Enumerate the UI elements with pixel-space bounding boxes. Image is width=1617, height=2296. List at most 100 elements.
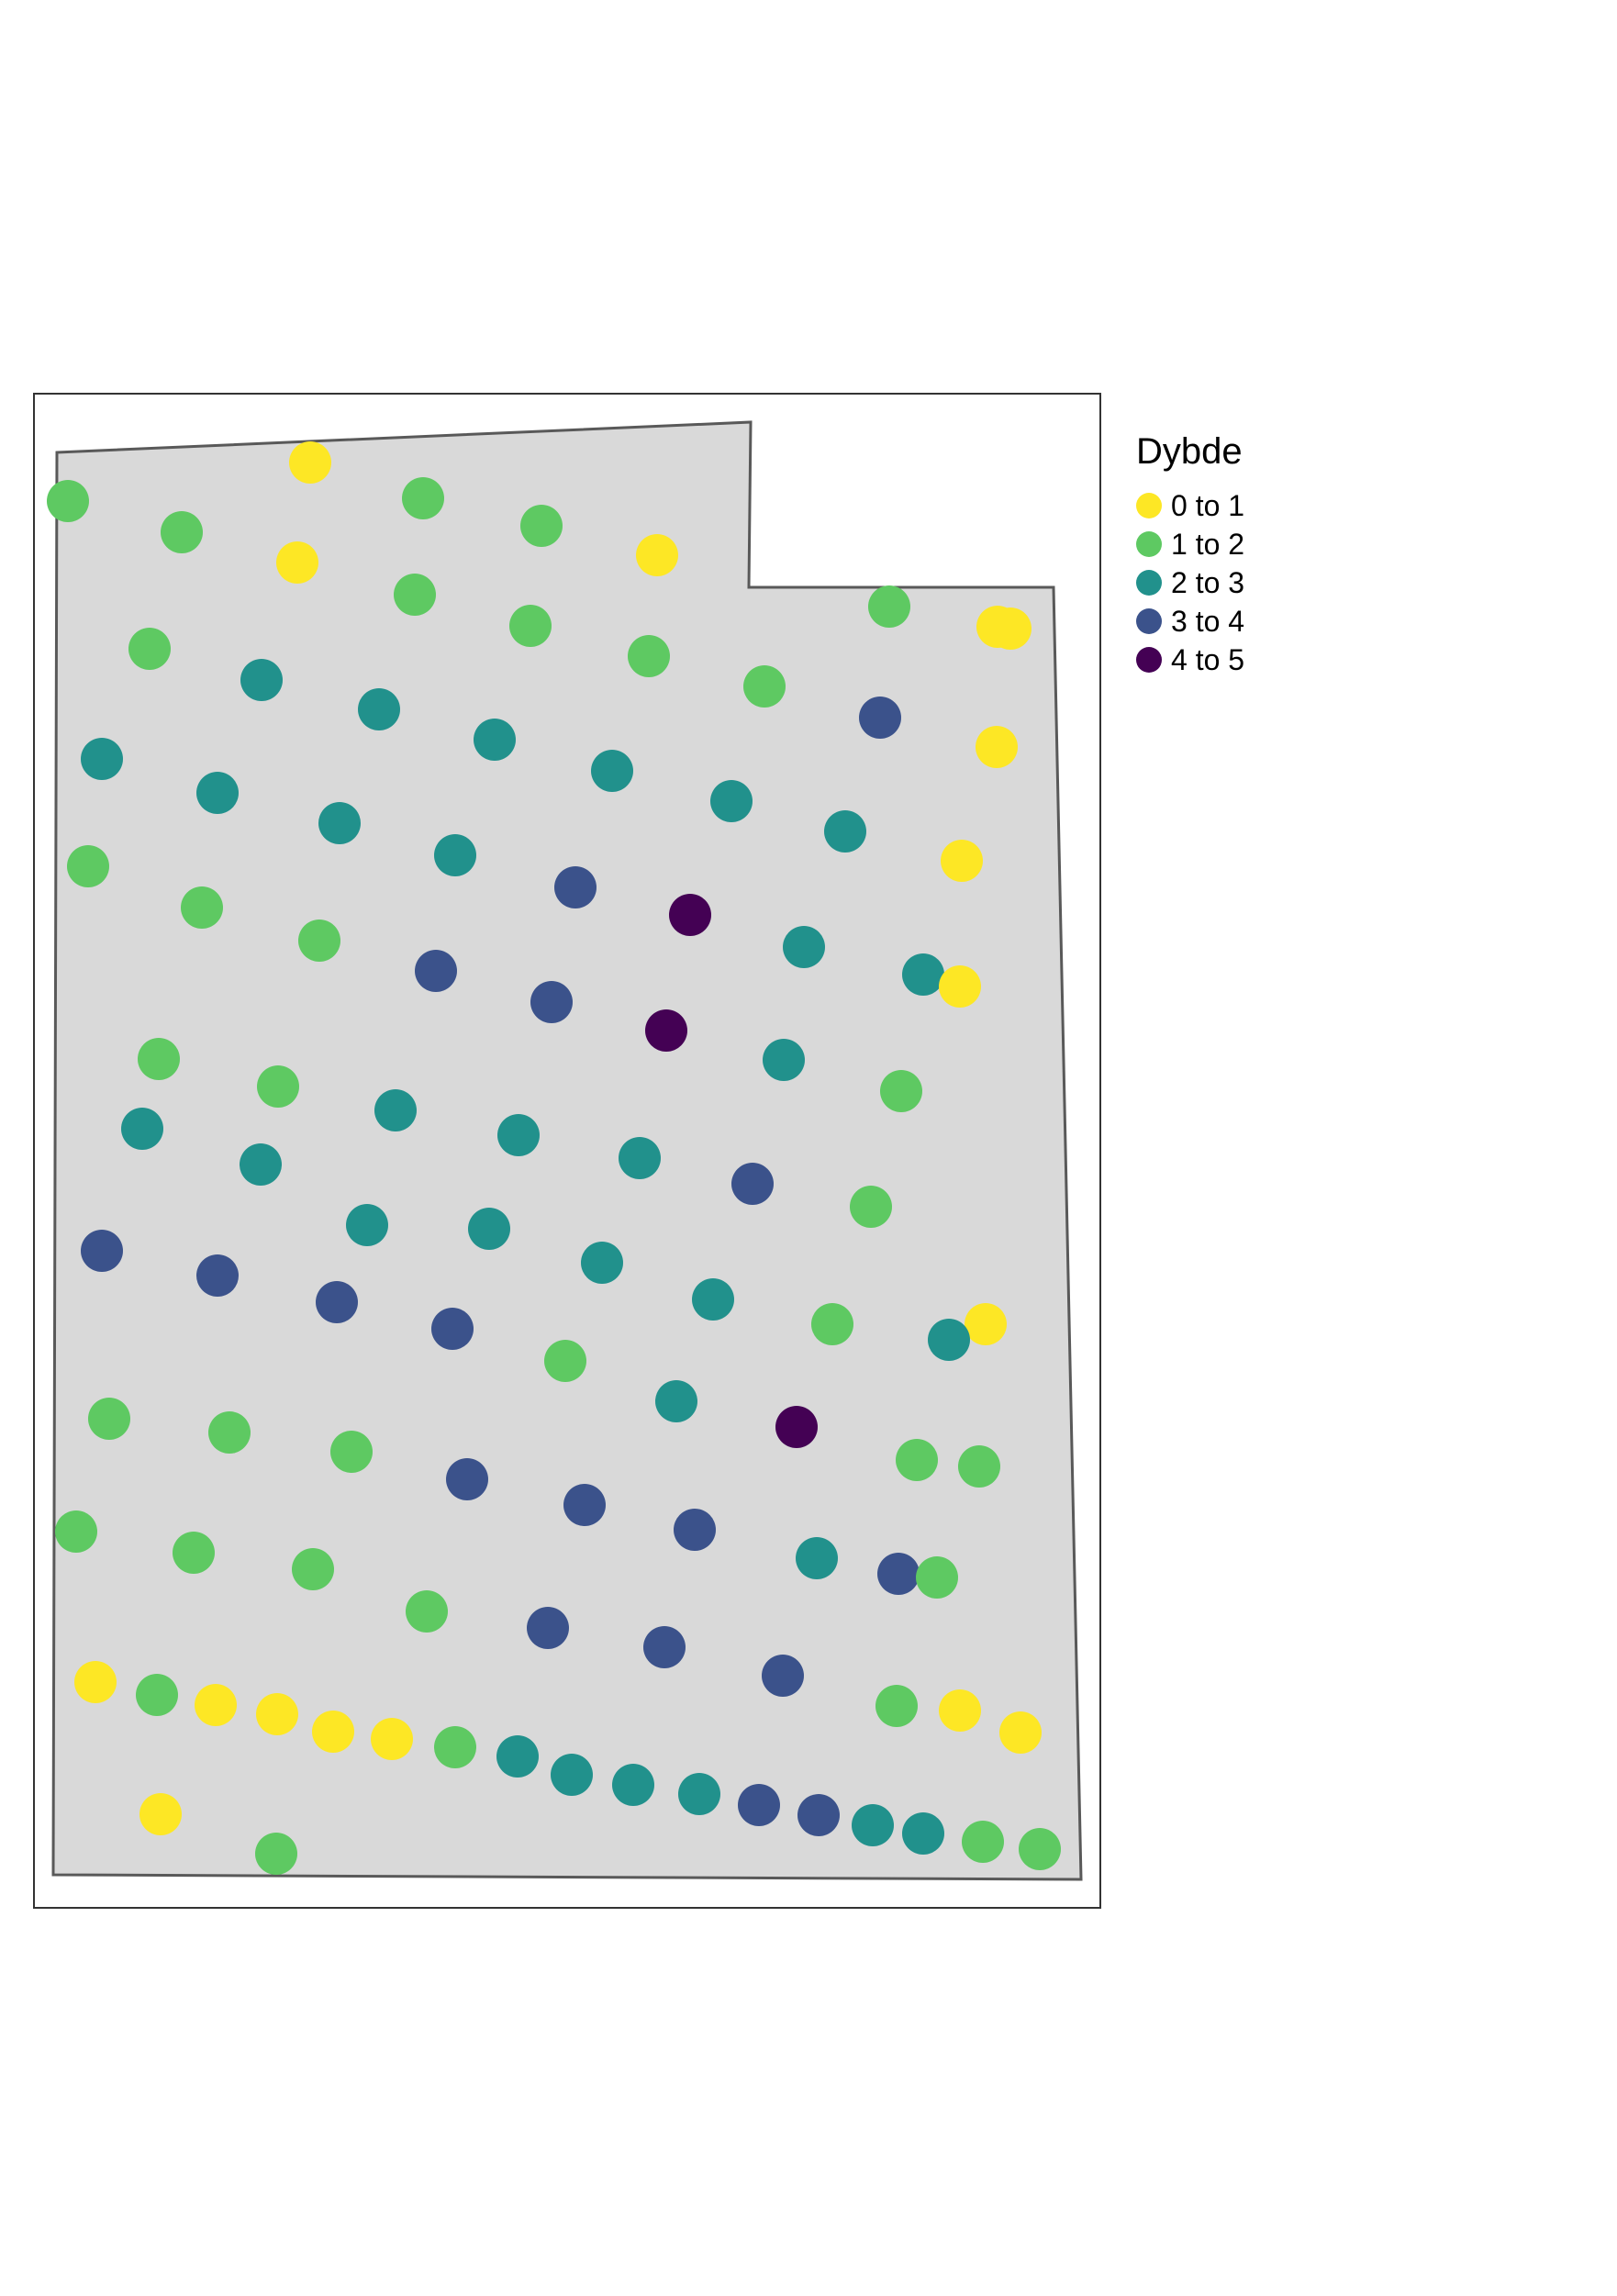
depth-4-5-point: [645, 1009, 687, 1052]
depth-1-2-point: [55, 1510, 97, 1553]
depth-1-2-point: [161, 511, 203, 553]
depth-3-4-point: [431, 1308, 474, 1350]
depth-2-3-point: [497, 1114, 540, 1156]
depth-1-2-point: [811, 1303, 853, 1345]
legend-item: 0 to 1: [1136, 486, 1244, 525]
legend-item: 3 to 4: [1136, 602, 1244, 641]
depth-2-3-point: [434, 834, 476, 876]
depth-0-1-point: [999, 1711, 1042, 1754]
depth-1-2-point: [544, 1340, 586, 1382]
depth-3-4-point: [196, 1254, 239, 1297]
depth-1-2-point: [880, 1070, 922, 1112]
depth-2-3-point: [581, 1242, 623, 1284]
depth-1-2-point: [298, 920, 340, 962]
depth-3-4-point: [674, 1509, 716, 1551]
depth-3-4-point: [446, 1458, 488, 1500]
depth-2-3-point: [678, 1773, 720, 1815]
depth-1-2-point: [962, 1821, 1004, 1863]
depth-0-1-point: [371, 1718, 413, 1760]
depth-1-2-point: [1019, 1828, 1061, 1870]
depth-2-3-point: [358, 688, 400, 730]
depth-1-2-point: [47, 480, 89, 522]
map-legend: Dybde 0 to 1 1 to 2 2 to 3 3 to 4 4 to 5: [1136, 429, 1244, 679]
legend-item: 1 to 2: [1136, 525, 1244, 563]
depth-2-3-point: [619, 1137, 661, 1179]
depth-1-2-point: [67, 845, 109, 887]
depth-2-3-point: [468, 1208, 510, 1250]
depth-1-2-point: [208, 1411, 251, 1454]
field-boundary-polygon: [51, 420, 1083, 1881]
depth-1-2-point: [255, 1833, 297, 1875]
depth-1-2-point: [916, 1556, 958, 1599]
depth-1-2-point: [181, 886, 223, 929]
depth-1-2-point: [868, 585, 910, 628]
depth-3-4-point: [762, 1655, 804, 1697]
depth-2-3-point: [240, 1143, 282, 1186]
depth-2-3-point: [763, 1039, 805, 1081]
depth-2-3-point: [346, 1204, 388, 1246]
depth-2-3-point: [612, 1764, 654, 1806]
legend-label: 4 to 5: [1171, 642, 1245, 676]
legend-swatch: [1136, 531, 1162, 557]
depth-1-2-point: [394, 574, 436, 616]
depth-3-4-point: [530, 981, 573, 1023]
depth-0-1-point: [939, 965, 981, 1008]
depth-2-3-point: [240, 659, 283, 701]
depth-1-2-point: [509, 605, 552, 647]
depth-3-4-point: [797, 1794, 840, 1836]
depth-2-3-point: [318, 802, 361, 844]
depth-2-3-point: [496, 1735, 539, 1778]
depth-1-2-point: [628, 635, 670, 677]
depth-3-4-point: [643, 1626, 686, 1668]
legend-swatch: [1136, 647, 1162, 673]
depth-0-1-point: [139, 1793, 182, 1835]
depth-0-1-point: [256, 1693, 298, 1735]
depth-2-3-point: [121, 1108, 163, 1150]
depth-2-3-point: [655, 1380, 697, 1422]
depth-2-3-point: [928, 1319, 970, 1361]
depth-3-4-point: [731, 1163, 774, 1205]
depth-1-2-point: [257, 1065, 299, 1108]
legend-items: 0 to 1 1 to 2 2 to 3 3 to 4 4 to 5: [1136, 486, 1244, 679]
depth-1-2-point: [292, 1548, 334, 1590]
depth-0-1-point: [976, 726, 1018, 768]
depth-2-3-point: [852, 1804, 894, 1846]
legend-label: 1 to 2: [1171, 527, 1245, 561]
depth-1-2-point: [330, 1431, 373, 1473]
legend-label: 3 to 4: [1171, 604, 1245, 638]
depth-2-3-point: [474, 719, 516, 761]
depth-2-3-point: [902, 953, 944, 996]
depth-1-2-point: [402, 477, 444, 519]
depth-2-3-point: [783, 926, 825, 968]
legend-item: 2 to 3: [1136, 563, 1244, 602]
depth-2-3-point: [81, 738, 123, 780]
legend-swatch: [1136, 608, 1162, 634]
depth-1-2-point: [875, 1685, 918, 1727]
depth-0-1-point: [636, 534, 678, 576]
depth-2-3-point: [196, 772, 239, 814]
depth-0-1-point: [965, 1303, 1007, 1345]
depth-1-2-point: [896, 1439, 938, 1481]
depth-4-5-point: [775, 1406, 818, 1448]
depth-0-1-point: [276, 541, 318, 584]
depth-3-4-point: [81, 1230, 123, 1272]
depth-3-4-point: [554, 866, 597, 908]
map-panel: [33, 393, 1101, 1909]
legend-swatch: [1136, 493, 1162, 518]
legend-label: 2 to 3: [1171, 565, 1245, 599]
depth-3-4-point: [859, 697, 901, 739]
depth-2-3-point: [374, 1089, 417, 1131]
depth-1-2-point: [520, 505, 563, 547]
depth-0-1-point: [989, 607, 1032, 650]
legend-item: 4 to 5: [1136, 641, 1244, 679]
sample-points-layer: [47, 441, 1061, 1875]
depth-3-4-point: [527, 1607, 569, 1649]
depth-3-4-point: [738, 1784, 780, 1826]
depth-2-3-point: [796, 1537, 838, 1579]
depth-0-1-point: [939, 1689, 981, 1732]
legend-title: Dybde: [1136, 431, 1243, 472]
depth-3-4-point: [563, 1484, 606, 1526]
depth-1-2-point: [850, 1186, 892, 1228]
depth-3-4-point: [415, 950, 457, 992]
